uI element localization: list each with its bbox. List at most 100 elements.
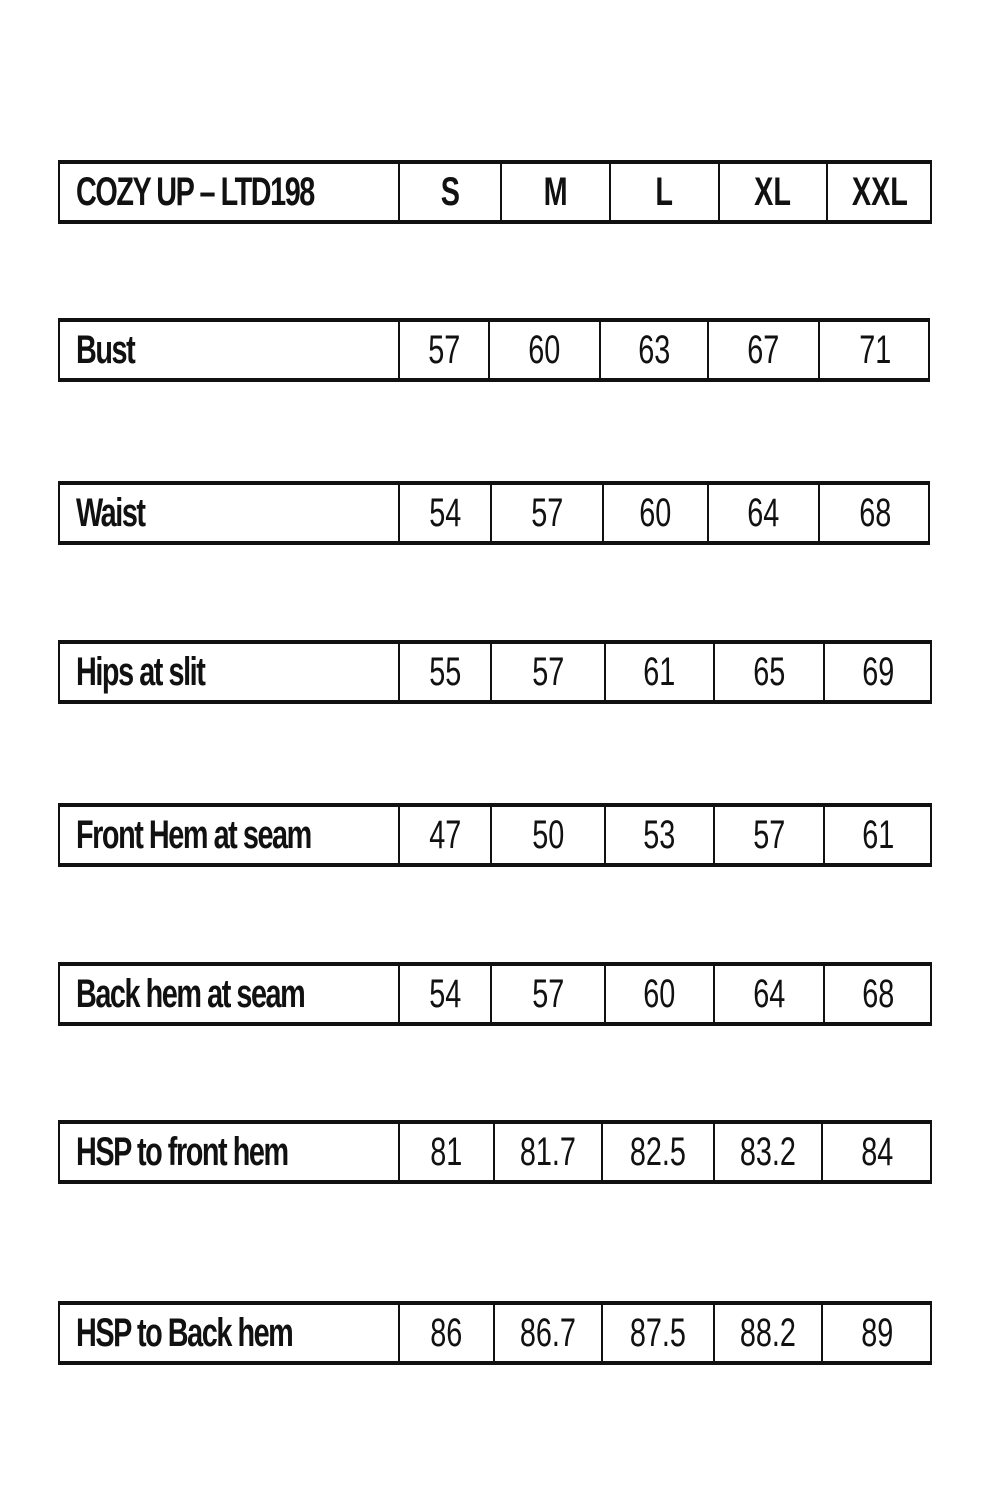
- cell-text: 54: [428, 971, 462, 1016]
- value-cell: 64: [707, 485, 818, 541]
- label-text: Bust: [76, 327, 136, 372]
- value-cell: 54: [398, 966, 490, 1022]
- size-header-cell: M: [500, 164, 609, 220]
- measurement-label: HSP to front hem: [60, 1124, 370, 1180]
- value-cell: 88.2: [713, 1305, 821, 1361]
- size-header-cell: XXL: [826, 164, 932, 220]
- value-cell: 60: [488, 322, 599, 378]
- value-cell: 86.7: [493, 1305, 601, 1361]
- chart-title: COZY UP – LTD198: [60, 164, 406, 220]
- size-header-cell: XL: [718, 164, 826, 220]
- measurement-row: Back hem at seam 54 57 60 64 68: [58, 962, 932, 1026]
- value-cell: 57: [490, 485, 602, 541]
- cell-text: 69: [862, 649, 895, 694]
- cell-text: 57: [530, 490, 564, 535]
- value-cell: 65: [713, 644, 823, 700]
- label-text: COZY UP – LTD198: [76, 169, 315, 214]
- cell-text: 86: [430, 1310, 463, 1355]
- value-cell: 68: [823, 966, 932, 1022]
- cell-text: 47: [428, 812, 462, 857]
- cell-text: 86.7: [519, 1310, 577, 1355]
- value-cell: 47: [398, 807, 490, 863]
- value-cell: 50: [490, 807, 604, 863]
- label-text: Front Hem at seam: [76, 812, 312, 857]
- value-cell: 57: [490, 966, 604, 1022]
- cell-text: 61: [643, 649, 676, 694]
- cell-text: 87.5: [629, 1310, 687, 1355]
- cell-text: 50: [531, 812, 565, 857]
- value-cell: 69: [823, 644, 932, 700]
- measurement-row: Front Hem at seam 47 50 53 57 61: [58, 803, 932, 867]
- cell-text: 84: [861, 1129, 894, 1174]
- cell-text: 67: [747, 327, 780, 372]
- value-cell: 64: [713, 966, 823, 1022]
- value-cell: 61: [604, 644, 713, 700]
- measurement-label: Bust: [60, 322, 157, 378]
- value-cell: 53: [604, 807, 713, 863]
- measurement-label: Back hem at seam: [60, 966, 393, 1022]
- size-header-cell: S: [398, 164, 500, 220]
- value-cell: 67: [707, 322, 818, 378]
- cell-text: S: [440, 169, 460, 214]
- cell-text: XL: [754, 169, 792, 214]
- value-cell: 57: [398, 322, 488, 378]
- value-cell: 60: [602, 485, 707, 541]
- cell-text: 68: [862, 971, 895, 1016]
- value-cell: 81.7: [493, 1124, 601, 1180]
- cell-text: 82.5: [629, 1129, 687, 1174]
- value-cell: 84: [821, 1124, 932, 1180]
- value-cell: 55: [398, 644, 490, 700]
- cell-text: 64: [747, 490, 780, 535]
- measurement-row: Hips at slit 55 57 61 65 69: [58, 640, 932, 704]
- value-cell: 63: [599, 322, 707, 378]
- cell-text: L: [655, 169, 674, 214]
- measurement-row: Waist 54 57 60 64 68: [58, 481, 930, 545]
- cell-text: 60: [639, 490, 672, 535]
- value-cell: 57: [713, 807, 823, 863]
- measurement-label: HSP to Back hem: [60, 1305, 377, 1361]
- measurement-label: Waist: [60, 485, 171, 541]
- value-cell: 60: [604, 966, 713, 1022]
- value-cell: 81: [398, 1124, 493, 1180]
- cell-text: 81: [430, 1129, 463, 1174]
- cell-text: 81.7: [519, 1129, 577, 1174]
- cell-text: 65: [752, 649, 786, 694]
- value-cell: 68: [818, 485, 930, 541]
- label-text: Back hem at seam: [76, 971, 306, 1016]
- cell-text: 57: [531, 649, 565, 694]
- header-row: COZY UP – LTD198 S M L XL XXL: [58, 160, 932, 224]
- size-header-cell: L: [609, 164, 718, 220]
- cell-text: 60: [528, 327, 561, 372]
- measurement-label: Hips at slit: [60, 644, 254, 700]
- cell-text: 63: [637, 327, 671, 372]
- cell-text: 89: [861, 1310, 894, 1355]
- value-cell: 83.2: [713, 1124, 821, 1180]
- value-cell: 57: [490, 644, 604, 700]
- cell-text: 54: [428, 490, 462, 535]
- cell-text: 64: [752, 971, 786, 1016]
- measurement-label: Front Hem at seam: [60, 807, 402, 863]
- label-text: HSP to front hem: [76, 1129, 289, 1174]
- measurement-row: Bust 57 60 63 67 71: [58, 318, 930, 382]
- cell-text: 83.2: [739, 1129, 797, 1174]
- label-text: Hips at slit: [76, 649, 206, 694]
- cell-text: M: [543, 169, 568, 214]
- cell-text: 61: [862, 812, 895, 857]
- cell-text: 60: [643, 971, 676, 1016]
- cell-text: 57: [531, 971, 565, 1016]
- cell-text: 57: [427, 327, 461, 372]
- value-cell: 82.5: [601, 1124, 713, 1180]
- cell-text: 88.2: [739, 1310, 797, 1355]
- cell-text: XXL: [851, 169, 908, 214]
- value-cell: 61: [823, 807, 932, 863]
- value-cell: 87.5: [601, 1305, 713, 1361]
- cell-text: 71: [858, 327, 892, 372]
- label-text: HSP to Back hem: [76, 1310, 294, 1355]
- cell-text: 53: [643, 812, 676, 857]
- cell-text: 68: [858, 490, 892, 535]
- value-cell: 86: [398, 1305, 493, 1361]
- value-cell: 89: [821, 1305, 932, 1361]
- cell-text: 57: [752, 812, 786, 857]
- measurement-row: HSP to front hem 81 81.7 82.5 83.2 84: [58, 1120, 932, 1184]
- measurement-row: HSP to Back hem 86 86.7 87.5 88.2 89: [58, 1301, 932, 1365]
